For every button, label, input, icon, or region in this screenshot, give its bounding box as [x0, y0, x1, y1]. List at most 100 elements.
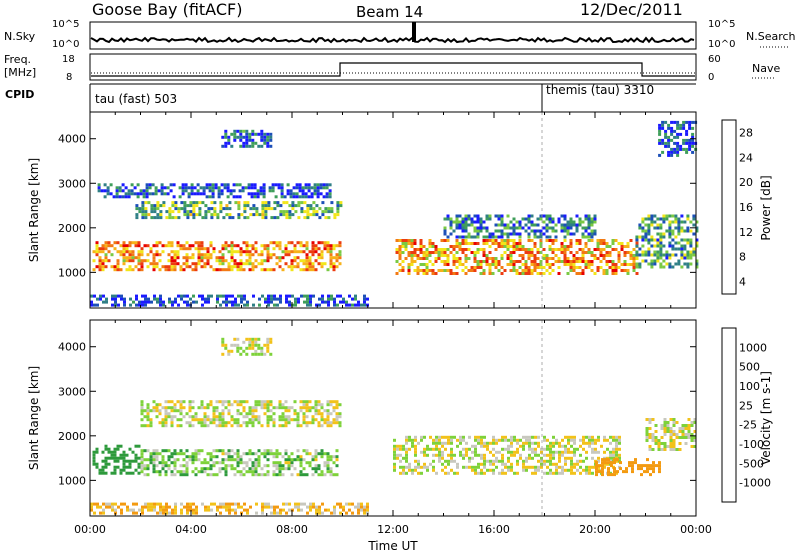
echo-cell	[307, 195, 311, 199]
echo-cell	[489, 450, 492, 454]
echo-cell	[200, 421, 204, 425]
echo-cell	[518, 242, 522, 245]
echo-cell	[485, 226, 489, 230]
echo-cell	[242, 129, 246, 133]
echo-cell	[201, 216, 205, 220]
echo-cell	[447, 435, 450, 439]
echo-cell	[116, 259, 120, 263]
echo-cell	[209, 244, 213, 248]
echo-cell	[494, 257, 498, 260]
echo-cell	[249, 505, 252, 509]
echo-cell	[468, 459, 471, 463]
echo-cell	[609, 435, 612, 439]
echo-cell	[123, 502, 126, 506]
echo-cell	[107, 244, 111, 248]
echo-cell	[510, 441, 513, 445]
echo-cell	[248, 138, 252, 142]
echo-cell	[329, 247, 333, 251]
echo-cell	[278, 418, 282, 422]
echo-cell	[308, 259, 312, 263]
echo-cell	[398, 254, 402, 257]
echo-cell	[563, 260, 567, 263]
echo-cell	[260, 253, 264, 257]
echo-cell	[311, 467, 315, 471]
echo-cell	[305, 268, 309, 272]
echo-cell	[509, 257, 513, 260]
echo-cell	[584, 242, 588, 245]
echo-cell	[435, 441, 438, 445]
echo-cell	[665, 256, 669, 260]
echo-cell	[455, 220, 459, 224]
echo-cell	[686, 238, 690, 242]
echo-cell	[251, 262, 255, 266]
echo-cell	[236, 129, 240, 133]
echo-cell	[458, 245, 462, 248]
echo-cell	[221, 412, 225, 416]
echo-cell	[239, 250, 243, 254]
echo-cell	[419, 257, 423, 260]
echo-cell	[688, 126, 692, 130]
echo-cell	[513, 438, 516, 442]
echo-cell	[242, 144, 246, 148]
echo-cell	[488, 263, 492, 266]
echo-cell	[194, 241, 198, 245]
echo-cell	[329, 244, 333, 248]
echo-cell	[440, 239, 444, 242]
echo-cell	[287, 241, 291, 245]
echo-cell	[357, 303, 360, 307]
echo-cell	[227, 250, 231, 254]
echo-cell	[179, 409, 183, 413]
echo-cell	[479, 226, 483, 230]
echo-cell	[309, 508, 312, 512]
echo-cell	[393, 444, 396, 448]
echo-cell	[257, 400, 261, 404]
echo-cell	[128, 471, 132, 475]
echo-cell	[188, 409, 192, 413]
echo-cell	[264, 297, 267, 301]
echo-cell	[488, 257, 492, 260]
echo-cell	[678, 448, 682, 451]
echo-cell	[142, 189, 146, 193]
echo-cell	[581, 257, 585, 260]
echo-cell	[668, 214, 672, 218]
echo-cell	[215, 259, 219, 263]
echo-cell	[245, 470, 249, 474]
echo-cell	[602, 254, 606, 257]
echo-cell	[285, 297, 288, 301]
echo-cell	[555, 438, 558, 442]
echo-cell	[455, 266, 459, 269]
echo-cell	[398, 263, 402, 266]
echo-cell	[280, 189, 284, 193]
echo-cell	[539, 242, 543, 245]
echo-cell	[656, 250, 660, 254]
echo-cell	[158, 421, 162, 425]
echo-cell	[645, 436, 649, 439]
echo-cell	[209, 455, 213, 459]
echo-cell	[245, 244, 249, 248]
echo-cell	[182, 400, 186, 404]
echo-cell	[450, 441, 453, 445]
echo-cell	[548, 239, 552, 242]
echo-cell	[242, 406, 246, 410]
echo-cell	[668, 244, 672, 248]
echo-cell	[187, 186, 191, 190]
echo-cell	[591, 447, 594, 451]
echo-cell	[302, 412, 306, 416]
echo-cell	[222, 207, 226, 211]
echo-cell	[653, 253, 657, 257]
echo-cell	[413, 242, 417, 245]
echo-cell	[257, 449, 261, 453]
echo-cell	[536, 223, 540, 227]
echo-cell	[261, 207, 265, 211]
echo-cell	[101, 468, 105, 472]
echo-cell	[162, 511, 165, 515]
echo-cell	[218, 415, 222, 419]
echo-cell	[204, 210, 208, 214]
echo-cell	[192, 502, 195, 506]
echo-cell	[411, 441, 414, 445]
echo-cell	[101, 247, 105, 251]
echo-cell	[257, 132, 261, 136]
echo-cell	[686, 253, 690, 257]
echo-cell	[654, 436, 658, 439]
echo-cell	[141, 201, 145, 205]
